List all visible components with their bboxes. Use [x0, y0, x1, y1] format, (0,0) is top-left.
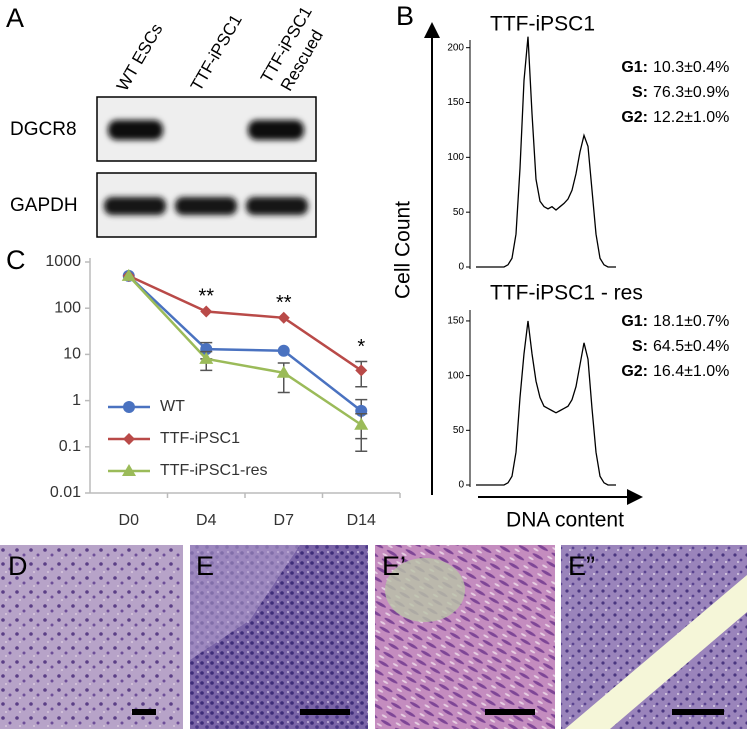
legend-label: TTF-iPSC1-res: [160, 462, 268, 479]
x-tick-label: D0: [119, 512, 140, 529]
annotation: **: [198, 286, 214, 308]
stat-name: G2:: [621, 109, 648, 126]
y-tick-label: 100: [447, 152, 464, 163]
histogram-line: [476, 36, 616, 268]
stat-name: G1:: [621, 59, 648, 76]
histology-lumen: [565, 575, 747, 729]
marker: [122, 464, 136, 476]
marker: [121, 268, 136, 281]
blot-band: [108, 120, 163, 140]
y-tick-label: 10: [63, 346, 81, 363]
marker: [199, 351, 214, 364]
chart-title: TTF-iPSC1 - res: [490, 282, 643, 305]
histology-image: [0, 545, 183, 729]
x-tick-label: D7: [274, 512, 295, 529]
axis-title: DNA content: [506, 509, 624, 532]
y-tick-label: 1000: [45, 253, 81, 270]
stat-value: 64.5±0.4%: [653, 338, 729, 355]
annotation: **: [276, 292, 292, 314]
legend-label: TTF-iPSC1: [160, 430, 240, 447]
stat-name: G1:: [621, 313, 648, 330]
x-tick-label: D4: [196, 512, 217, 529]
y-tick-label: 150: [447, 316, 464, 327]
marker: [276, 365, 291, 378]
lane-label: WT ESCs: [113, 20, 167, 94]
axis-title: Cell Count: [392, 201, 415, 299]
blot-band: [175, 197, 237, 215]
y-tick-label: 0: [458, 262, 464, 273]
lane-label: TTF-iPSC1: [187, 11, 246, 94]
histology-region: [190, 545, 300, 660]
marker: [277, 344, 290, 357]
blot-band: [248, 120, 304, 140]
panel-label: B: [396, 1, 414, 31]
histology-region: [385, 558, 465, 622]
x-tick-label: D14: [347, 512, 376, 529]
scale-bar: [132, 709, 156, 715]
series-line: [127, 274, 363, 412]
blot-band: [246, 197, 308, 215]
scale-bar: [672, 709, 724, 715]
stat-value: 12.2±1.0%: [653, 109, 729, 126]
y-tick-label: 0.1: [59, 438, 81, 455]
y-tick-label: 50: [453, 425, 465, 436]
y-tick-label: 100: [447, 370, 464, 381]
blot-band: [104, 197, 166, 215]
stat-value: 76.3±0.9%: [653, 84, 729, 101]
stat-name: G2:: [621, 363, 648, 380]
marker: [355, 364, 368, 377]
panel-label: D: [8, 551, 28, 581]
row-label: DGCR8: [10, 119, 77, 140]
y-tick-label: 150: [447, 97, 464, 108]
annotation: *: [357, 336, 365, 358]
marker: [354, 417, 369, 430]
panel-label: E’: [382, 551, 406, 581]
marker: [277, 311, 290, 324]
marker: [200, 305, 213, 318]
y-tick-label: 1: [72, 392, 81, 409]
panel-label: C: [6, 245, 26, 275]
y-tick-label: 100: [54, 299, 81, 316]
y-tick-label: 0: [458, 480, 464, 491]
series-line: [127, 275, 362, 426]
y-tick-label: 0.01: [50, 484, 81, 501]
panel-label: E: [196, 551, 214, 581]
row-label: GAPDH: [10, 195, 78, 216]
panel-label: E”: [568, 551, 595, 581]
y-tick-label: 200: [447, 42, 464, 53]
stat-name: S:: [632, 84, 648, 101]
stat-value: 10.3±0.4%: [653, 59, 729, 76]
y-tick-label: 50: [453, 207, 465, 218]
scale-bar: [300, 709, 350, 715]
series-line: [128, 274, 362, 372]
legend-label: WT: [160, 398, 185, 415]
marker: [123, 401, 135, 413]
marker: [123, 433, 135, 445]
chart-title: TTF-iPSC1: [490, 13, 595, 36]
scale-bar: [485, 709, 535, 715]
stat-name: S:: [632, 338, 648, 355]
stat-value: 18.1±0.7%: [653, 313, 729, 330]
histogram-line: [476, 320, 616, 486]
stat-value: 16.4±1.0%: [653, 363, 729, 380]
panel-label: A: [6, 3, 24, 33]
